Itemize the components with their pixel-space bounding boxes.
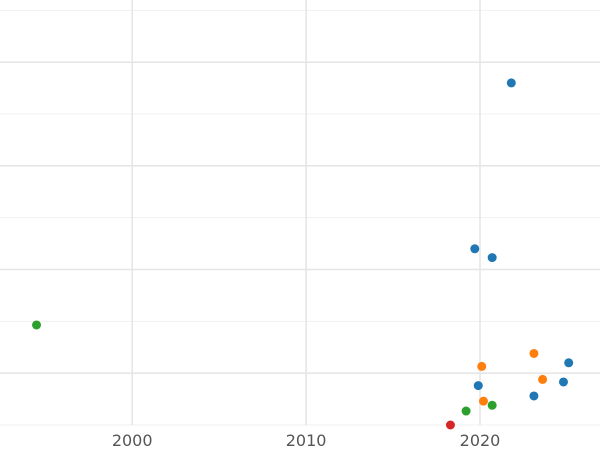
data-point: [470, 244, 480, 254]
data-point: [529, 391, 539, 401]
x-tick-labels: 2000 2010 2020: [112, 431, 501, 450]
data-point: [558, 377, 568, 387]
data-point: [538, 374, 548, 384]
data-point: [32, 320, 42, 330]
data-point: [487, 400, 497, 410]
data-point: [529, 348, 539, 358]
data-points: [32, 78, 574, 430]
data-point: [477, 361, 487, 371]
x-tick-label: 2010: [286, 431, 327, 450]
data-point: [487, 253, 497, 263]
x-tick-label: 2000: [112, 431, 153, 450]
data-point: [506, 78, 516, 88]
data-point: [461, 406, 471, 416]
data-point: [445, 420, 455, 430]
x-tick-label: 2020: [460, 431, 501, 450]
data-point: [564, 358, 574, 368]
data-point: [478, 396, 488, 406]
data-point: [473, 381, 483, 391]
grid: [0, 0, 600, 426]
